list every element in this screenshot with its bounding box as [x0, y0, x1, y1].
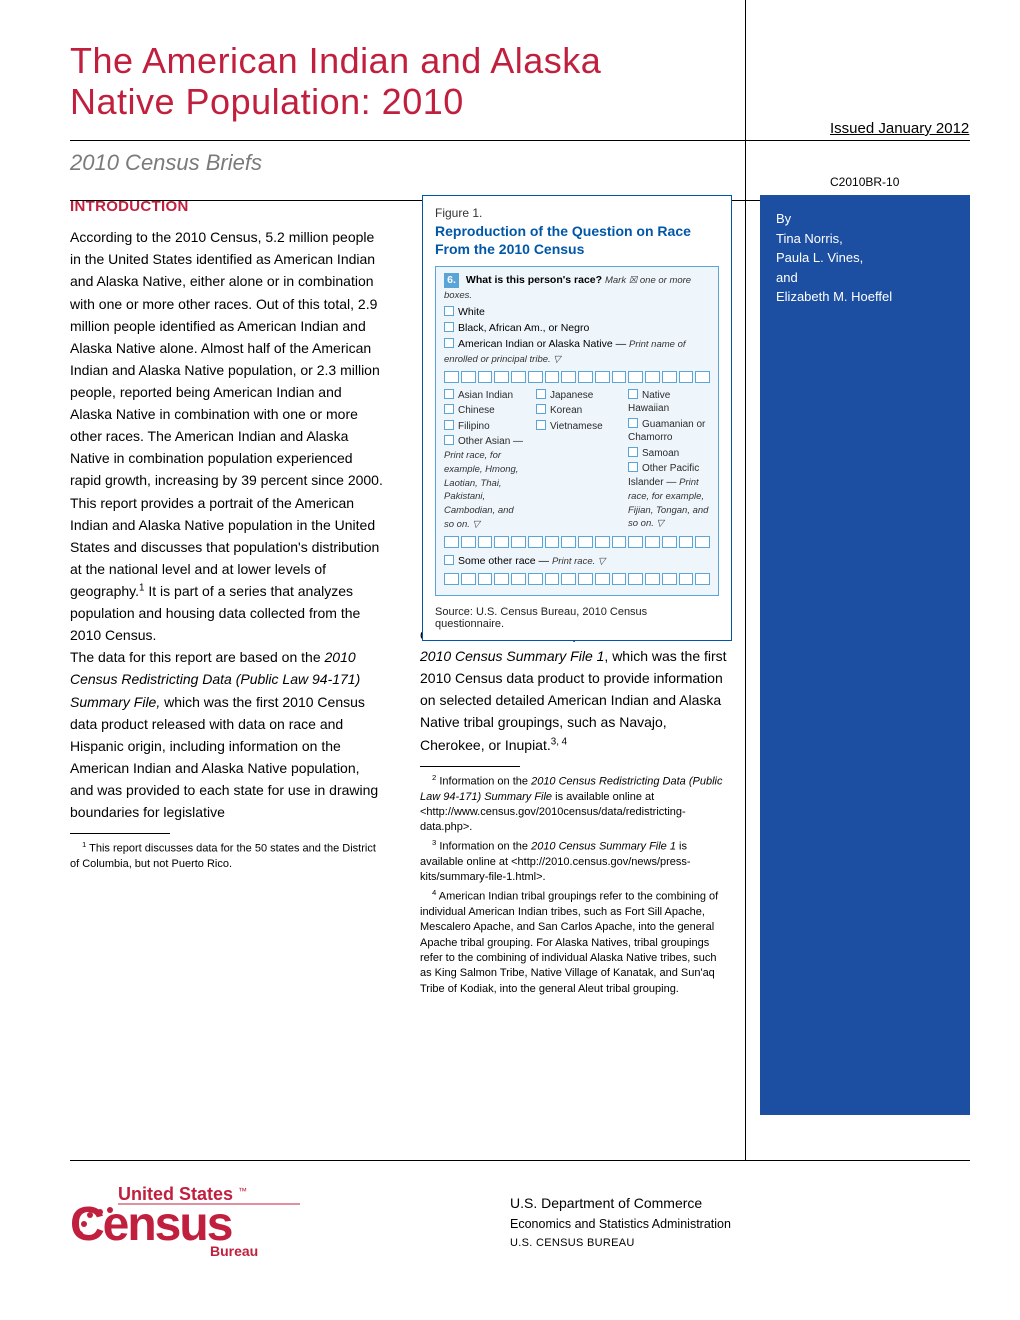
author-name: Tina Norris, — [776, 229, 954, 249]
figure-title: Reproduction of the Question on Race Fro… — [435, 222, 719, 258]
author-name: Elizabeth M. Hoeffel — [776, 287, 954, 307]
paragraph-1: According to the 2010 Census, 5.2 millio… — [70, 226, 385, 491]
race-option: Black, African Am., or Negro — [444, 321, 710, 335]
figure-1: Figure 1. Reproduction of the Question o… — [422, 195, 732, 641]
writein-row — [444, 573, 710, 585]
checkbox-icon — [444, 306, 454, 316]
race-option: White — [444, 305, 710, 319]
census-question-box: 6. What is this person's race? Mark ☒ on… — [435, 266, 719, 595]
footnote-rule-left — [70, 833, 170, 834]
svg-text:™: ™ — [238, 1186, 247, 1196]
intro-heading: INTRODUCTION — [70, 195, 385, 218]
footer-rule — [70, 1160, 970, 1161]
author-sidebar: By Tina Norris, Paula L. Vines, and Eliz… — [760, 195, 970, 1115]
rule-under-title — [70, 140, 970, 141]
issued-date: Issued January 2012 — [830, 120, 969, 137]
series-subtitle: 2010 Census Briefs — [70, 150, 262, 176]
paragraph-2: This report provides a portrait of the A… — [70, 492, 385, 647]
race-option: American Indian or Alaska Native — Print… — [444, 337, 710, 367]
report-id: C2010BR-10 — [830, 175, 899, 189]
footer-line-2: Economics and Statistics Administration — [510, 1215, 731, 1234]
question-number: 6. — [444, 273, 459, 287]
footer-line-3: U.S. CENSUS BUREAU — [510, 1235, 731, 1252]
figure-label: Figure 1. — [435, 206, 719, 220]
race-option: Some other race — Print race. ▽ — [444, 554, 710, 569]
footer-line-1: U.S. Department of Commerce — [510, 1193, 731, 1215]
question-text: What is this person's race? — [466, 274, 602, 286]
title-line-1: The American Indian and Alaska — [70, 40, 601, 81]
paragraph-3: The data for this report are based on th… — [70, 646, 385, 823]
writein-row — [444, 536, 710, 548]
checkbox-icon — [444, 322, 454, 332]
footnote-3: 3 Information on the 2010 Census Summary… — [420, 838, 730, 886]
footer-text: U.S. Department of Commerce Economics an… — [510, 1193, 731, 1251]
footnote-rule-right — [420, 766, 520, 767]
paragraph-4: districts.2 Data for this report also co… — [420, 623, 730, 756]
title-line-2: Native Population: 2010 — [70, 81, 464, 122]
writein-row — [444, 371, 710, 383]
page-title: The American Indian and Alaska Native Po… — [70, 40, 710, 123]
footnote-4: 4 American Indian tribal groupings refer… — [420, 888, 730, 997]
figure-source: Source: U.S. Census Bureau, 2010 Census … — [435, 606, 719, 630]
author-and: and — [776, 268, 954, 288]
main-vertical-rule — [745, 160, 746, 1160]
by-label: By — [776, 209, 954, 229]
census-logo: United States ™ Census Bureau — [70, 1180, 300, 1265]
footer: United States ™ Census Bureau U.S. Depar… — [70, 1180, 970, 1265]
checkbox-icon — [444, 338, 454, 348]
race-columns: Asian Indian Chinese Filipino Other Asia… — [444, 387, 710, 532]
footnote-2: 2 Information on the 2010 Census Redistr… — [420, 773, 730, 836]
author-name: Paula L. Vines, — [776, 248, 954, 268]
svg-text:Bureau: Bureau — [210, 1243, 258, 1259]
svg-text:Census: Census — [70, 1198, 232, 1251]
footnote-1: 1 This report discusses data for the 50 … — [70, 840, 385, 872]
